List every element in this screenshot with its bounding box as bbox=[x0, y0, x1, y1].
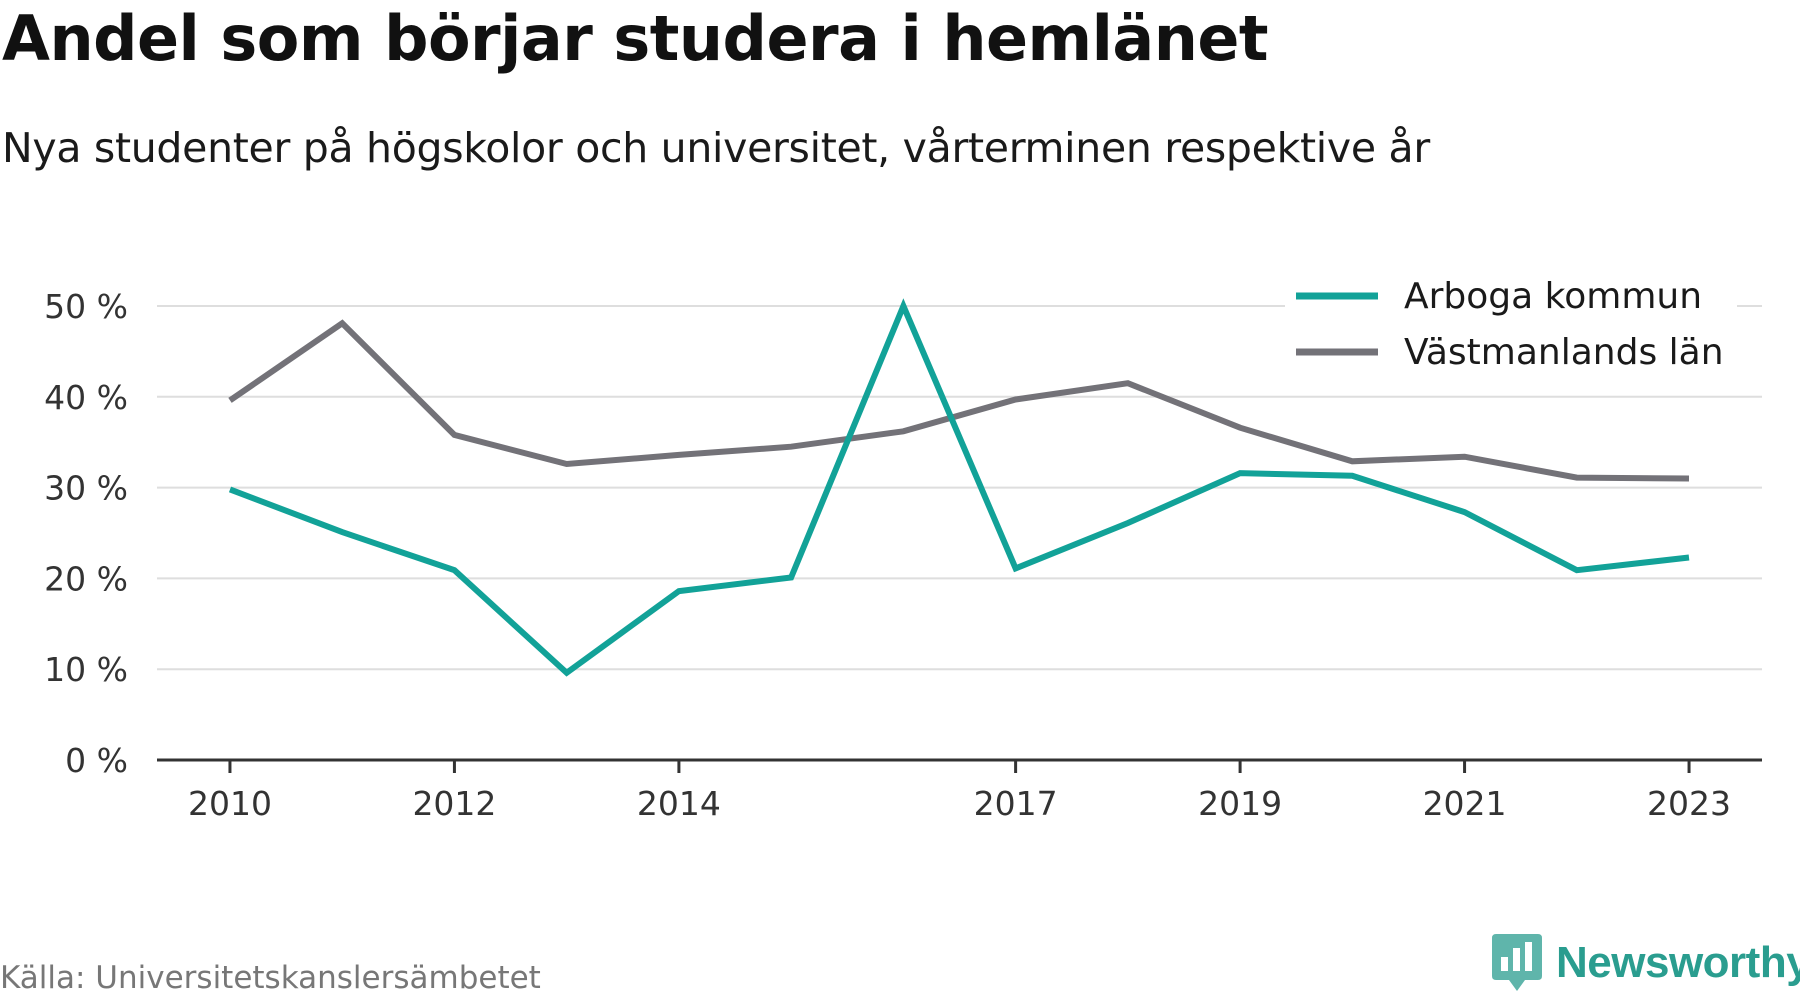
y-tick-label: 30 % bbox=[44, 469, 128, 508]
x-tick-label: 2010 bbox=[188, 784, 272, 823]
series-line-arboga-kommun bbox=[228, 298, 1690, 677]
chart-subtitle: Nya studenter på högskolor och universit… bbox=[2, 124, 1430, 172]
y-tick-label: 50 % bbox=[44, 287, 128, 326]
legend-background bbox=[1285, 268, 1737, 380]
y-tick-label: 20 % bbox=[44, 559, 128, 598]
x-tick-label: 2014 bbox=[637, 784, 721, 823]
y-tick-label: 10 % bbox=[44, 650, 128, 689]
x-tick-label: 2012 bbox=[412, 784, 496, 823]
y-axis-tick-labels: 0 % 10 % 20 % 30 % 40 % 50 % bbox=[44, 287, 128, 780]
legend: Arboga kommun Västmanlands län bbox=[1285, 268, 1737, 380]
x-tick-label: 2019 bbox=[1198, 784, 1282, 823]
series-line-vastmanlands-lan bbox=[228, 319, 1690, 482]
brand-name: Newsworthy bbox=[1556, 938, 1800, 987]
y-tick-label: 0 % bbox=[65, 741, 128, 780]
x-axis: 2010 2012 2014 2017 2019 2021 2023 bbox=[157, 758, 1762, 823]
x-tick-label: 2021 bbox=[1423, 784, 1507, 823]
y-tick-label: 40 % bbox=[44, 378, 128, 417]
chart-title: Andel som börjar studera i hemlänet bbox=[2, 2, 1269, 75]
legend-label: Västmanlands län bbox=[1404, 332, 1724, 373]
x-tick-label: 2023 bbox=[1647, 784, 1731, 823]
x-tick-label: 2017 bbox=[974, 784, 1058, 823]
source-note: Källa: Universitetskanslersämbetet bbox=[0, 960, 541, 996]
newsworthy-logo: Newsworthy bbox=[1492, 934, 1800, 992]
series-lines bbox=[228, 298, 1690, 677]
legend-label: Arboga kommun bbox=[1404, 276, 1702, 317]
newsworthy-logo-icon bbox=[1492, 934, 1542, 991]
